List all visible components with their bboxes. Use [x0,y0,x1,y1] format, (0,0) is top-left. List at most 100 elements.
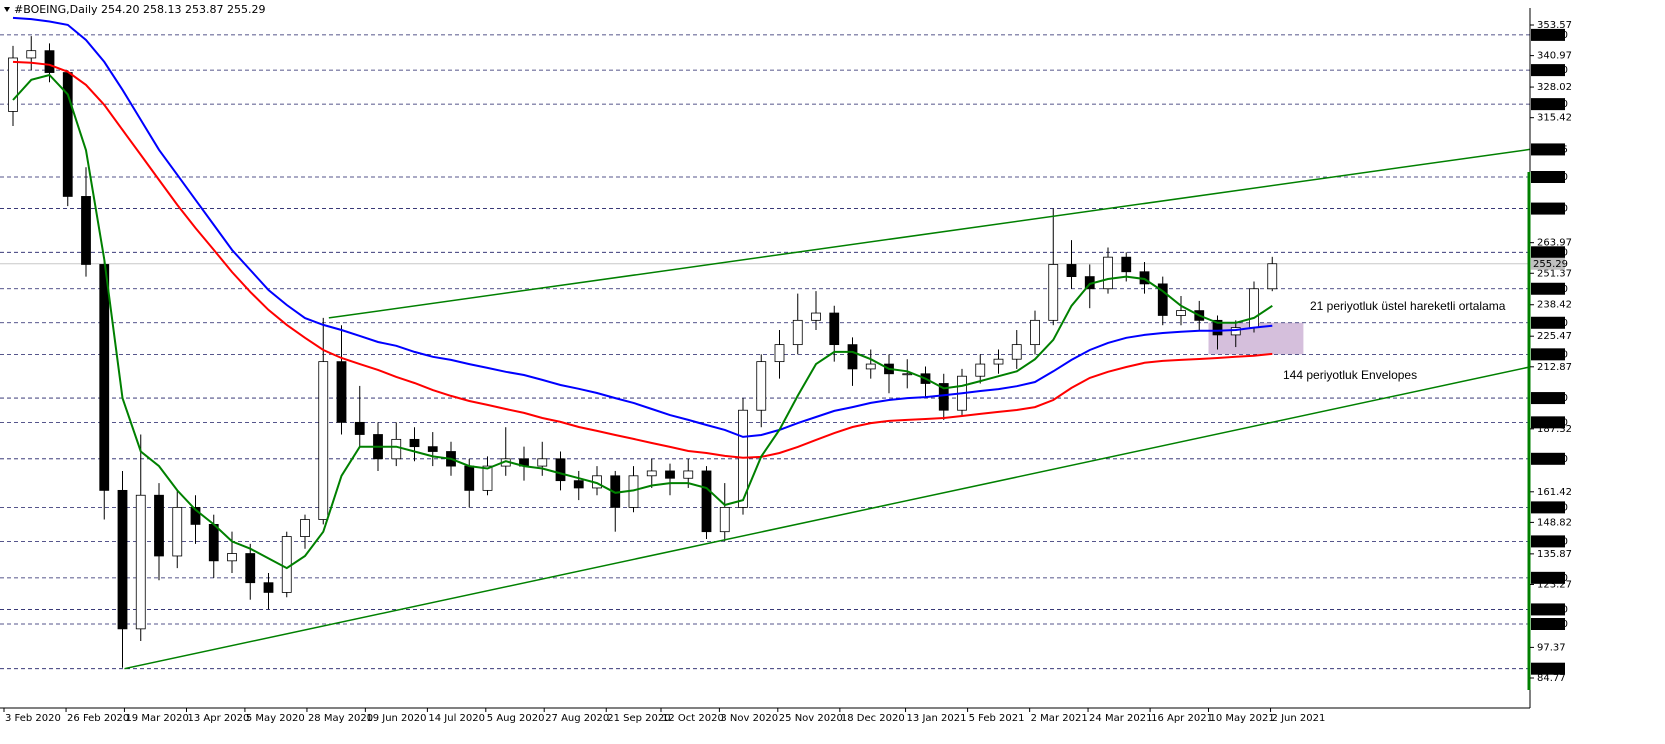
level-label: 245.00 [1533,284,1568,295]
level-label-box [1531,202,1565,215]
level-label-box [1531,28,1565,41]
y-tick-label: 148.82 [1537,517,1572,528]
candle-body [409,438,420,448]
candle-body [1066,264,1077,278]
candle-body [719,506,730,533]
candle-body [464,465,475,491]
indicator-line [12,73,1273,570]
level-label: 141.00 [1533,536,1568,547]
level-label-box [1531,316,1565,329]
level-label-box [1531,501,1565,514]
annotation: 144 periyotluk Envelopes [1283,368,1417,382]
candle-body [117,489,128,630]
x-tick-label: 13 Apr 2020 [188,713,250,724]
candle-body [154,494,164,557]
candle-body [135,494,146,630]
x-tick-label: 24 Mar 2021 [1089,713,1152,724]
level-label: 218.00 [1533,349,1568,360]
candle-body [683,470,694,479]
y-tick-label: 263.97 [1537,238,1572,249]
candle-body [300,519,310,537]
indicator-line [12,60,1273,459]
x-tick-label: 28 May 2020 [308,713,373,724]
y-tick-label: 238.42 [1537,300,1572,311]
level-label-box [1531,452,1565,465]
y-tick-label: 315.42 [1537,113,1572,124]
level-label: 200.00 [1533,393,1568,404]
plot-area [0,16,1530,670]
candle-body [829,312,840,346]
level-label: 260.00 [1533,247,1568,258]
level-label: 190.00 [1533,417,1568,428]
candle-body [938,383,949,411]
x-tick-label: 5 Aug 2020 [487,713,545,724]
candle-body [665,470,675,479]
candle-body [245,553,256,584]
candle-body [1267,263,1278,290]
x-tick-label: 2 Jun 2021 [1272,713,1326,724]
header: #BOEING,Daily 254.20 258.13 253.87 255.2… [14,3,266,16]
x-tick-label: 16 Apr 2021 [1151,713,1213,724]
candle-body [1121,256,1132,273]
x-tick-label: 5 Feb 2021 [969,713,1025,724]
level-label-box [1531,392,1565,405]
candle-body [1011,344,1022,360]
level-label: 321.00 [1533,99,1568,110]
y-tick-label: 225.47 [1537,331,1572,342]
candle-body [1249,288,1259,329]
y-tick-label: 84.77 [1537,673,1566,684]
trendline [124,366,1530,670]
level-label-box [1531,98,1565,111]
candle-body [1212,319,1223,336]
level-label: 107.00 [1533,619,1568,630]
candle-body [172,506,183,557]
candle-body [555,458,566,482]
x-tick-label: 27 Aug 2020 [545,713,609,724]
menu-arrow [4,7,10,12]
x-tick-label: 12 Oct 2020 [662,713,724,724]
candle-body [975,363,986,377]
y-tick-label: 251.37 [1537,268,1572,279]
candle-body [573,480,584,489]
y-tick-label: 212.87 [1537,362,1572,373]
y-tick-label: 97.37 [1537,642,1566,653]
candle-body [208,523,219,562]
candle-body [756,361,767,411]
level-label: 88.60 [1533,664,1562,675]
candle-body [227,553,237,562]
candle-body [354,421,365,435]
level-label-box [1531,662,1565,675]
candle-body [865,363,876,370]
level-label-box [1531,282,1565,295]
level-label: 113.00 [1533,604,1568,615]
candle-body [81,196,91,265]
level-label: 126.00 [1533,573,1568,584]
candle-body [336,361,347,423]
low: 253.87 [185,3,224,16]
x-tick-label: 18 Dec 2020 [841,713,905,724]
candle-body [701,470,712,533]
candle-body [8,57,18,112]
x-tick-label: 25 Nov 2020 [779,713,843,724]
candle-body [391,438,402,460]
y-tick-label: 340.97 [1537,51,1572,62]
candle-body [738,409,748,508]
symbol: #BOEING,Daily [14,3,98,16]
candle-body [811,312,821,321]
level-label-box [1531,416,1565,429]
level-label: 278.00 [1533,204,1568,215]
level-label-box [1531,603,1565,616]
candle-body [1030,319,1040,346]
close: 255.29 [227,3,266,16]
level-label-box [1531,348,1565,361]
candle-body [482,465,493,491]
x-tick-label: 3 Nov 2020 [720,713,778,724]
y-tick-label: 328.02 [1537,82,1572,93]
candle-body [263,582,274,593]
candle-body [26,50,37,59]
candle-body [847,344,858,370]
candle-body [1230,327,1241,336]
y-tick-label: 353.57 [1537,20,1572,31]
high: 258.13 [143,3,182,16]
